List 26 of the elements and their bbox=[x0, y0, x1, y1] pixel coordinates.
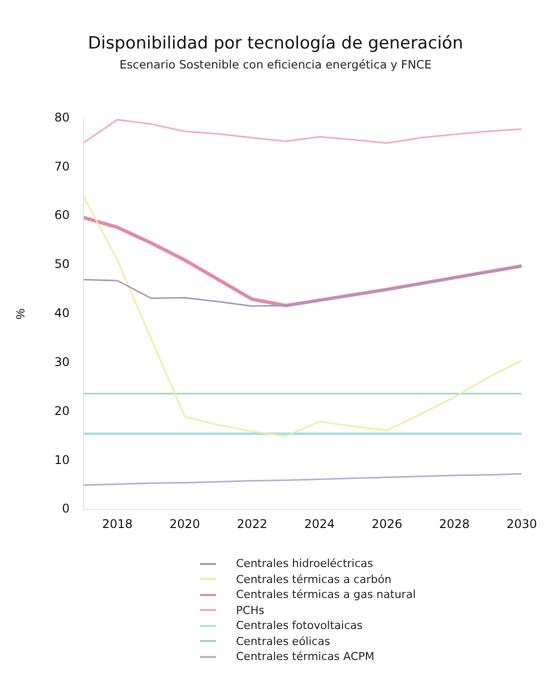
x-tick-label: 2018 bbox=[102, 516, 133, 531]
x-tick-label: 2024 bbox=[304, 516, 335, 531]
y-tick-label: 60 bbox=[54, 208, 70, 222]
legend-label: Centrales térmicas a gas natural bbox=[236, 588, 416, 602]
chart-subtitle: Escenario Sostenible con eficiencia energética y FNCE bbox=[120, 57, 432, 72]
legend-label: Centrales fotovoltaicas bbox=[236, 619, 363, 632]
x-tick-label: 2022 bbox=[236, 516, 268, 531]
y-tick-label: 50 bbox=[54, 257, 70, 272]
y-tick-label: 40 bbox=[54, 306, 70, 320]
y-tick-label: 30 bbox=[54, 354, 70, 369]
legend-label: Centrales térmicas ACPM bbox=[236, 650, 374, 664]
x-tick-label: 2030 bbox=[506, 516, 538, 531]
x-tick-label: 2028 bbox=[439, 516, 470, 531]
legend-label: PCHs bbox=[236, 604, 264, 617]
legend-label: Centrales hidroeléctricas bbox=[236, 557, 374, 570]
chart-title: Disponibilidad por tecnología de generación bbox=[88, 34, 464, 54]
y-tick-label: 70 bbox=[54, 159, 70, 174]
y-tick-label: 10 bbox=[54, 452, 70, 467]
y-tick-label: 20 bbox=[54, 404, 70, 418]
x-tick-label: 2026 bbox=[372, 516, 402, 531]
y-tick-label: 0 bbox=[62, 502, 70, 516]
y-axis-title: % bbox=[14, 308, 28, 320]
x-tick-label: 2020 bbox=[169, 516, 200, 531]
legend-label: Centrales térmicas a carbón bbox=[236, 572, 392, 586]
y-tick-label: 80 bbox=[54, 110, 70, 124]
legend-label: Centrales eólicas bbox=[236, 634, 330, 648]
